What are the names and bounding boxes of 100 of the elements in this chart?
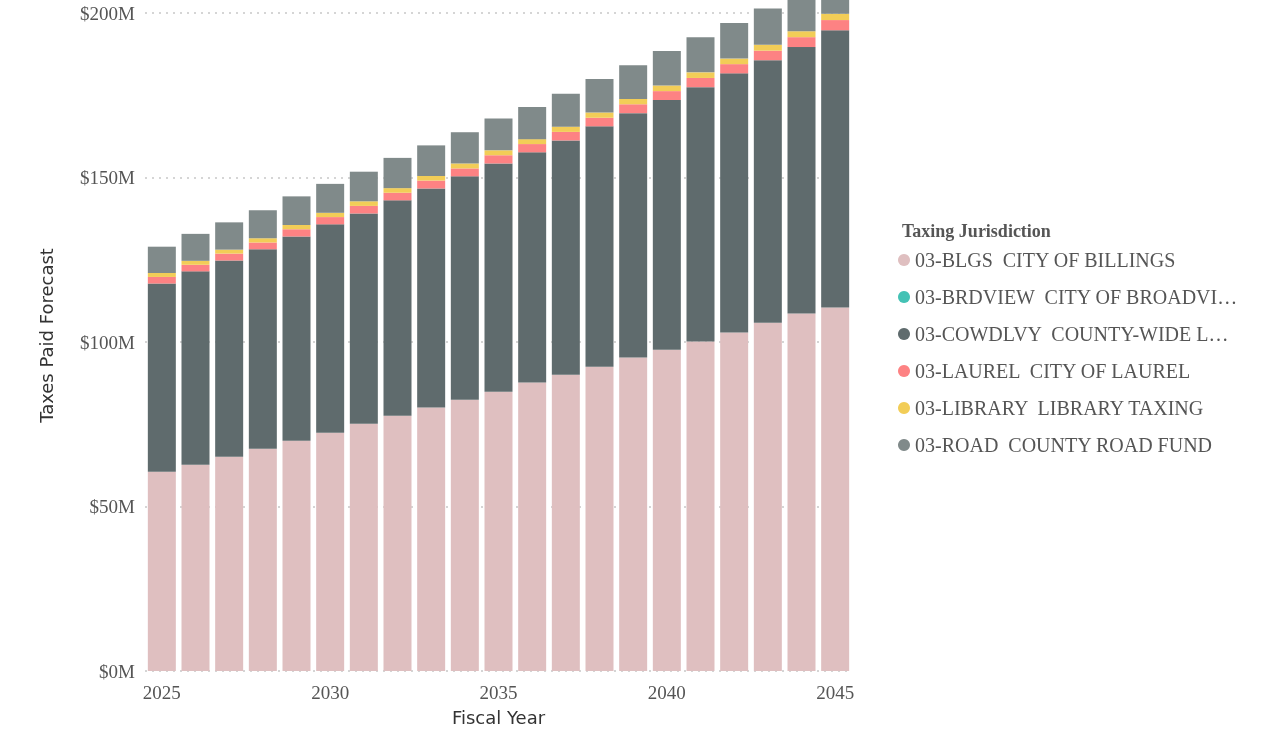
bar [215,249,244,254]
bar [484,155,513,164]
bar [181,271,210,465]
bar [282,440,311,671]
bar [248,210,277,239]
bar [450,163,479,169]
bar [282,196,311,225]
bar [585,112,614,118]
legend-label: 03-BRDVIEW CITY OF BROADVI… [915,286,1238,308]
bar [787,37,816,48]
bar [787,31,816,38]
bar [551,131,580,141]
bar [484,150,513,156]
bar [518,106,547,140]
bar [619,104,648,114]
bar [619,65,648,100]
bar [248,249,277,449]
bar [585,117,614,127]
bar [282,224,311,230]
bar [282,229,311,237]
bar [518,382,547,671]
bar [518,139,547,145]
bar [720,332,749,671]
bar [450,132,479,164]
bar [215,222,244,250]
bar [652,349,681,671]
bar [248,242,277,250]
bar [551,126,580,132]
bar [787,0,816,32]
bar [215,456,244,671]
bar [383,157,412,189]
bar [686,87,715,342]
bar [147,276,176,284]
bar [821,20,850,31]
bar [551,374,580,671]
bar [518,144,547,153]
bar [349,201,378,206]
bar [349,205,378,214]
bar [147,246,176,273]
bar [316,183,345,213]
y-tick-label: $150M [80,167,136,189]
x-tick-label: 2035 [479,682,518,703]
bar [417,145,446,176]
bar [484,163,513,392]
bar [753,60,782,323]
bar [417,175,446,181]
bar [753,44,782,51]
legend-label: 03-BLGS CITY OF BILLINGS [915,249,1176,271]
bar [450,168,479,177]
bar [349,213,378,424]
bar [720,73,749,333]
bar [821,0,850,14]
bar [585,126,614,367]
x-tick-label: 2040 [647,682,686,703]
bar [383,415,412,671]
x-tick-label: 2045 [816,682,855,703]
bar [551,140,580,375]
legend-label: 03-ROAD COUNTY ROAD FUND [915,434,1213,456]
bar [349,171,378,202]
bar [316,212,345,218]
bar [417,188,446,408]
bar [619,113,648,358]
bar [753,322,782,671]
bar [652,99,681,350]
bar [619,357,648,671]
bar [215,260,244,457]
y-tick-label: $200M [80,2,136,24]
bar [417,407,446,671]
legend-label: 03-COWDLVY COUNTY-WIDE L… [915,323,1229,345]
bar [248,448,277,671]
bar [282,236,311,441]
bar [383,192,412,201]
bar [316,224,345,433]
bar [686,72,715,78]
bar [450,399,479,671]
bar [753,8,782,45]
bar [686,37,715,73]
bar [787,313,816,671]
bar [383,200,412,416]
bar [821,307,850,671]
bar [753,50,782,61]
bar [585,366,614,671]
bar [484,391,513,671]
bar [585,78,614,113]
bar [316,217,345,225]
bar [686,77,715,88]
bar [652,91,681,100]
bar [720,23,749,59]
bar [821,13,850,21]
y-axis-title: Taxes Paid Forecast [35,248,57,424]
bar [686,341,715,671]
bar [349,423,378,671]
bar [787,47,816,314]
bar [316,432,345,671]
bar [551,93,580,127]
bar [181,264,210,272]
bar [383,188,412,193]
bar [147,283,176,472]
legend-title: Taxing Jurisdiction [902,221,1051,241]
x-tick-label: 2025 [142,682,181,703]
